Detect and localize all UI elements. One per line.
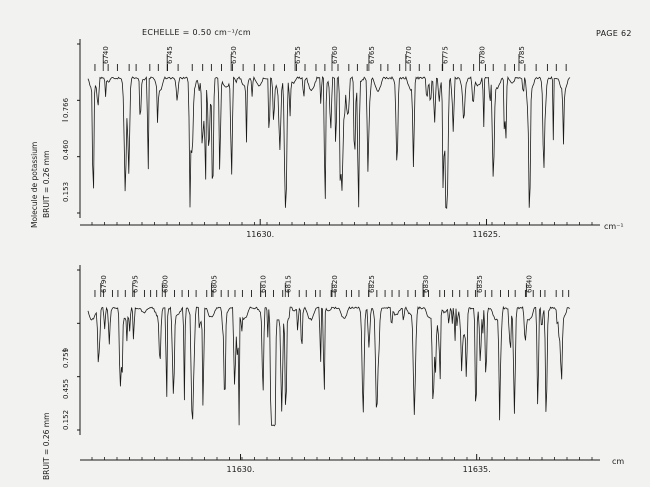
line-number-label: 6785 — [518, 46, 526, 64]
x-unit-label: cm — [612, 457, 624, 466]
line-number-label: 6770 — [405, 46, 413, 64]
line-number-label: 6825 — [368, 275, 376, 293]
spectrum-trace — [87, 75, 571, 209]
x-tick-label: 11625. — [473, 230, 501, 239]
line-number-label: 6800 — [161, 275, 169, 293]
line-number-label: 6745 — [166, 46, 174, 64]
y-tick-label: 0.455 — [62, 379, 70, 399]
y-tick-label: 0.152 — [62, 410, 70, 430]
y-tick-label: 0.153 — [62, 182, 70, 202]
x-tick-label: 11635. — [463, 465, 491, 474]
line-number-label: 6820 — [331, 275, 339, 293]
line-number-label: 6830 — [422, 275, 430, 293]
line-number-label: 6840 — [525, 275, 533, 293]
line-number-label: 6805 — [210, 275, 218, 293]
y-axis-symbol: I — [61, 120, 70, 122]
scale-title: ECHELLE = 0.50 cm⁻¹/cm — [142, 28, 251, 37]
x-tick-label: 11630. — [227, 465, 255, 474]
line-number-label: 6760 — [331, 46, 339, 64]
x-tick-label: 11630. — [246, 230, 274, 239]
line-number-label: 6795 — [132, 275, 140, 293]
line-number-label: 6780 — [479, 46, 487, 64]
line-number-label: 6810 — [260, 275, 268, 293]
x-unit-label: cm⁻¹ — [604, 222, 624, 231]
line-number-label: 6750 — [230, 46, 238, 64]
line-number-label: 6765 — [368, 46, 376, 64]
y-tick-label: 0.759 — [62, 348, 70, 368]
line-number-label: 6815 — [284, 275, 292, 293]
y-tick-label: 0.460 — [62, 140, 70, 160]
line-number-label: 6835 — [476, 275, 484, 293]
y-axis-symbol: I — [61, 350, 70, 352]
line-number-label: 6740 — [102, 46, 110, 64]
y-tick-label: 0.766 — [62, 97, 70, 118]
spectrum-trace — [87, 305, 571, 427]
line-number-label: 6775 — [442, 46, 450, 64]
line-number-label: 6755 — [294, 46, 302, 64]
line-number-label: 6790 — [100, 275, 108, 293]
page-number: PAGE 62 — [596, 29, 632, 38]
